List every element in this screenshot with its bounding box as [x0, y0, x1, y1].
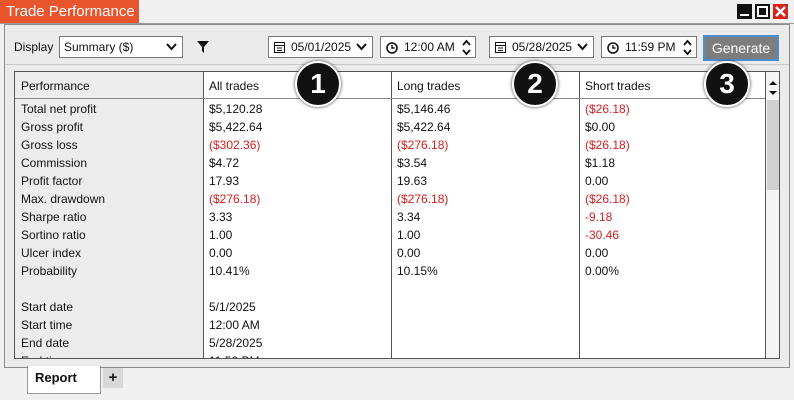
dropdown-arrow	[356, 43, 367, 51]
column-header: Short trades	[585, 79, 651, 93]
cell-value: 10.15%	[397, 264, 438, 278]
row-label: End date	[21, 336, 70, 350]
scroll-thumb[interactable]	[767, 100, 779, 190]
start-date: 05/01/2025	[291, 40, 352, 54]
row-label: Gross loss	[21, 138, 78, 152]
end-date: 05/28/2025	[512, 40, 573, 54]
column-divider	[391, 72, 392, 358]
cell-value: -9.18	[585, 210, 613, 224]
clock-icon	[607, 42, 619, 54]
label-column	[15, 72, 203, 358]
end-time-picker[interactable]: 11:59 PM	[601, 36, 697, 58]
row-label: Sharpe ratio	[21, 210, 87, 224]
start-time: 12:00 AM	[404, 40, 455, 54]
filter-icon[interactable]	[196, 40, 210, 54]
scroll-arrows[interactable]	[767, 78, 779, 98]
row-label: Start date	[21, 300, 74, 314]
cell-value: 1.00	[397, 228, 421, 242]
column-header: Long trades	[397, 79, 461, 93]
dropdown-arrow	[166, 43, 177, 51]
header-divider	[15, 98, 765, 99]
cell-value: ($302.36)	[209, 138, 261, 152]
cell-value: ($26.18)	[585, 138, 630, 152]
cell-value: $5,422.64	[397, 120, 451, 134]
cell-value: 0.00	[397, 246, 421, 260]
cell-value: 11:59 PM	[209, 352, 259, 358]
maximize-icon	[757, 6, 768, 17]
add-tab[interactable]: +	[103, 368, 123, 388]
cell-value: $1.18	[585, 156, 616, 170]
row-label: Ulcer index	[21, 246, 82, 260]
minimize-icon	[740, 14, 749, 16]
row-label: Profit factor	[21, 174, 83, 188]
cell-value: 3.34	[397, 210, 421, 224]
cell-value: ($26.18)	[585, 192, 630, 206]
callout: 3	[704, 61, 750, 107]
cell-value: 10.41%	[209, 264, 250, 278]
end-date-picker[interactable]: 05/28/2025	[489, 36, 594, 58]
minimize-button[interactable]	[737, 4, 752, 19]
cell-value: -30.46	[585, 228, 620, 242]
generate-button[interactable]: Generate	[703, 35, 779, 61]
window-controls	[737, 4, 788, 19]
toolbar-divider	[5, 64, 789, 65]
cell-value: $0.00	[585, 120, 616, 134]
cell-value: 0.00	[585, 246, 609, 260]
cell-value: 5/1/2025	[209, 300, 256, 314]
cell-value: $3.54	[397, 156, 428, 170]
display-value: Summary ($)	[64, 40, 134, 54]
cell-value: 3.33	[209, 210, 233, 224]
callout: 1	[295, 61, 341, 107]
cell-value: ($26.18)	[585, 102, 630, 116]
row-label: Total net profit	[21, 102, 97, 116]
cell-value: 19.63	[397, 174, 428, 188]
spinner	[683, 39, 692, 56]
cell-value: 0.00	[585, 174, 609, 188]
cell-value: 5/28/2025	[209, 336, 263, 350]
column-divider	[203, 72, 204, 358]
start-time-picker[interactable]: 12:00 AM	[380, 36, 476, 58]
column-divider	[765, 72, 766, 358]
callout: 2	[512, 61, 558, 107]
end-time: 11:59 PM	[625, 40, 676, 54]
row-label: Commission	[21, 156, 88, 170]
report-tab[interactable]: Report	[27, 366, 101, 394]
cell-value: 0.00%	[585, 264, 620, 278]
cell-value: 17.93	[209, 174, 240, 188]
row-label: Sortino ratio	[21, 228, 86, 242]
cell-value: ($276.18)	[397, 192, 449, 206]
display-dropdown[interactable]: Summary ($)	[59, 36, 183, 58]
row-label: Max. drawdown	[21, 192, 106, 206]
start-date-picker[interactable]: 05/01/2025	[268, 36, 373, 58]
window-title: Trade Performance	[0, 0, 139, 23]
cell-value: $5,422.64	[209, 120, 263, 134]
performance-table: Performance All trades Long trades Short tr…	[14, 71, 780, 359]
cell-value: ($276.18)	[209, 192, 261, 206]
column-divider	[579, 72, 580, 358]
title-divider	[0, 23, 794, 24]
row-label: Gross profit	[21, 120, 84, 134]
dropdown-arrow	[577, 43, 588, 51]
cell-value: 12:00 AM	[209, 318, 260, 332]
cell-value: ($276.18)	[397, 138, 449, 152]
calendar-icon	[495, 42, 506, 53]
display-label: Display	[14, 40, 54, 54]
calendar-icon	[274, 42, 285, 53]
column-header: Performance	[21, 79, 90, 93]
row-label: Probability	[21, 264, 78, 278]
clock-icon	[386, 42, 398, 54]
row-label: Start time	[21, 318, 73, 332]
cell-value: $4.72	[209, 156, 240, 170]
cell-value: $5,120.28	[209, 102, 263, 116]
row-label: End time	[21, 352, 68, 358]
cell-value: 0.00	[209, 246, 233, 260]
spinner	[462, 39, 471, 56]
cell-value: $5,146.46	[397, 102, 451, 116]
close-icon	[775, 6, 786, 17]
column-header: All trades	[209, 79, 260, 93]
cell-value: 1.00	[209, 228, 233, 242]
